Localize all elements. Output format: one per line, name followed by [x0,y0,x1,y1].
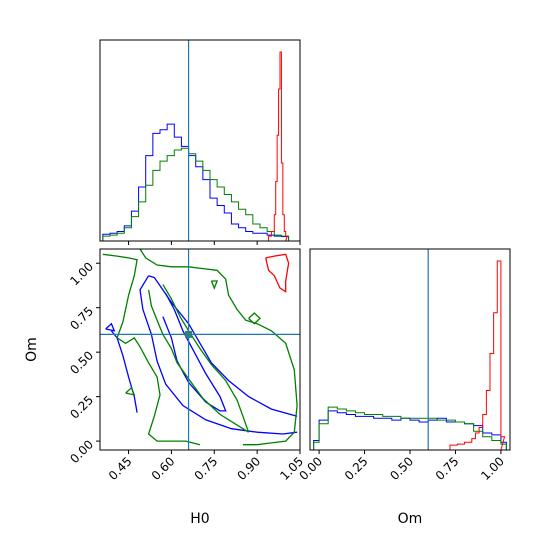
contour-series-1-path-5 [248,312,261,325]
h0-marginal-series-2-hist [268,51,288,242]
contour-y-tick-label-3: 0.75 [67,304,96,333]
contour-y-tick-label-0: 0.00 [67,437,96,466]
contour-series-2-path-0 [265,253,290,293]
contour-x-tick-label-2: 0.75 [192,454,221,483]
contour-x-tick-label-0: 0.45 [106,454,135,483]
h0-marginal-series-1-hist [102,147,290,241]
contour-series-1-path-2 [147,289,249,433]
contour-series-0-path-4 [105,322,116,332]
h0-om-contour-panel: 0.45 0.60 0.75 0.90 1.050.000.250.500.751.00… [24,248,306,527]
contour-truth-marker [185,330,193,338]
contour-series-1-path-0 [102,253,201,446]
h0-marginal-panel [99,39,301,245]
contour-y-tick-label-1: 0.25 [67,393,96,422]
contour-series-0-path-3 [165,293,227,412]
contour-x-tick-label-3: 0.90 [234,454,263,483]
om-x-tick-label-0: 0.00 [296,454,325,483]
h0-marginal-series-0-hist [102,123,290,241]
om-marginal-series-0-hist [313,410,507,450]
h0-marginal-frame [99,39,301,242]
contour-series-1-path-4 [210,280,219,290]
contour-y-axis-label: Om [24,337,40,362]
om-marginal-series-1-hist [313,406,507,450]
om-x-tick-label-1: 0.25 [342,454,371,483]
contour-series-1-path-1 [139,249,298,446]
contour-frame [99,248,301,451]
om-x-axis-label: Om [398,511,423,527]
contour-y-tick-label-2: 0.50 [67,348,96,377]
contour-y-tick-label-4: 1.00 [67,259,96,288]
contour-series-0-path-1 [148,275,298,417]
om-marginal-panel: 0.00 0.25 0.50 0.75 1.00 Om [296,248,511,527]
contour-series-1-path-6 [125,386,136,396]
contour-x-axis-label: H0 [190,511,209,527]
contour-x-tick-label-1: 0.60 [149,454,178,483]
om-x-tick-label-2: 0.50 [387,454,416,483]
om-marginal-series-2-hist [449,260,506,451]
contour-series-0-path-5 [110,330,138,413]
contour-lines [102,249,298,446]
om-x-tick-label-4: 1.00 [478,454,507,483]
om-x-tick-label-3: 0.75 [433,454,462,483]
contour-series-0-path-0 [139,275,298,435]
contour-series-1-path-3 [162,284,250,433]
